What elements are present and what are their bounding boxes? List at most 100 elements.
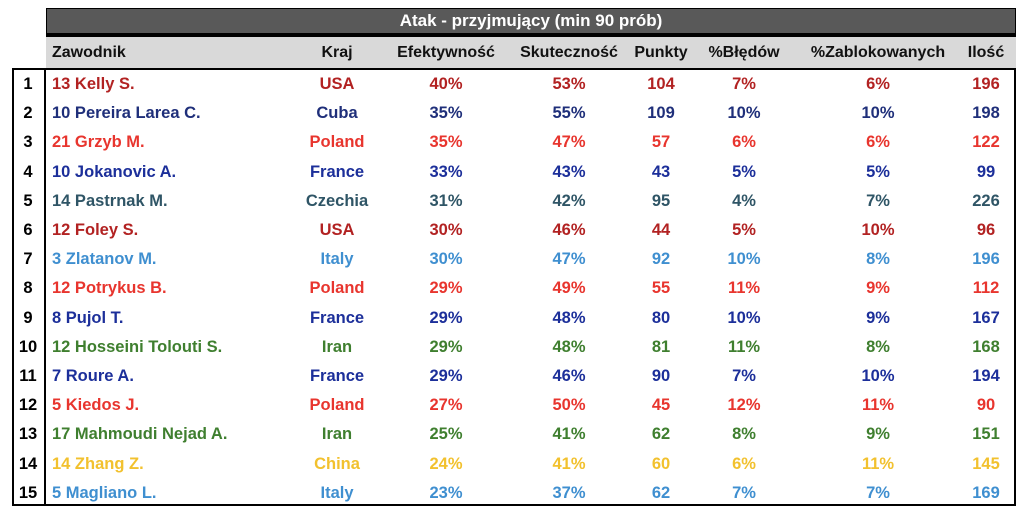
table-row: 14 14 Zhang Z. China 24% 41% 60 6% 11% 145 <box>12 450 1018 479</box>
cell-points: 44 <box>651 221 671 240</box>
cell-blocked: 10% <box>861 104 895 123</box>
cell-rank: 8 <box>23 279 33 298</box>
cell-count: 196 <box>972 250 1000 269</box>
cell-rank: 14 <box>18 454 38 473</box>
header-player: Zawodnik <box>52 43 126 61</box>
cell-points: 43 <box>651 162 671 181</box>
cell-errors: 12% <box>727 396 761 415</box>
cell-errors: 7% <box>732 367 756 386</box>
table-body-border <box>46 68 1016 506</box>
cell-effectiveness: 42% <box>552 191 586 210</box>
cell-effectiveness: 46% <box>552 367 586 386</box>
cell-errors: 5% <box>732 221 756 240</box>
table-row: 3 21 Grzyb M. Poland 35% 47% 57 6% 6% 122 <box>12 128 1018 157</box>
table-row: 12 5 Kiedos J. Poland 27% 50% 45 12% 11% 90 <box>12 391 1018 420</box>
cell-count: 198 <box>972 104 1000 123</box>
cell-efficiency: 27% <box>429 396 463 415</box>
cell-effectiveness: 41% <box>552 454 586 473</box>
cell-player: 12 Potrykus B. <box>52 279 167 298</box>
cell-country: Italy <box>320 483 354 502</box>
cell-effectiveness: 50% <box>552 396 586 415</box>
cell-country: France <box>309 367 365 386</box>
cell-efficiency: 23% <box>429 483 463 502</box>
cell-effectiveness: 47% <box>552 250 586 269</box>
cell-efficiency: 33% <box>429 162 463 181</box>
table-row: 7 3 Zlatanov M. Italy 30% 47% 92 10% 8% 196 <box>12 245 1018 274</box>
cell-errors: 11% <box>727 337 761 356</box>
table-row: 2 10 Pereira Larea C. Cuba 35% 55% 109 10% 10% 1… <box>12 99 1018 128</box>
cell-count: 196 <box>972 75 1000 94</box>
cell-count: 145 <box>972 454 1000 473</box>
rank-column-border <box>12 68 46 506</box>
stats-table: Atak - przyjmujący (min 90 prób) Zawodni… <box>12 8 1018 506</box>
cell-efficiency: 25% <box>429 425 463 444</box>
cell-count: 226 <box>972 191 1000 210</box>
cell-blocked: 7% <box>866 483 890 502</box>
cell-rank: 11 <box>19 367 37 386</box>
cell-efficiency: 24% <box>429 454 463 473</box>
cell-count: 167 <box>972 308 1000 327</box>
cell-blocked: 9% <box>866 279 890 298</box>
table-row: 6 12 Foley S. USA 30% 46% 44 5% 10% 96 <box>12 216 1018 245</box>
header-errors: %Błędów <box>708 43 780 61</box>
cell-player: 8 Pujol T. <box>52 308 124 327</box>
cell-errors: 6% <box>732 133 756 152</box>
cell-rank: 1 <box>23 75 33 94</box>
cell-effectiveness: 49% <box>552 279 586 298</box>
cell-country: Czechia <box>305 191 369 210</box>
cell-rank: 9 <box>23 308 33 327</box>
cell-points: 92 <box>651 250 671 269</box>
cell-country: Iran <box>321 425 353 444</box>
cell-player: 13 Kelly S. <box>52 75 135 94</box>
cell-rank: 10 <box>18 337 38 356</box>
cell-country: Iran <box>321 337 353 356</box>
cell-efficiency: 40% <box>429 75 463 94</box>
cell-player: 14 Zhang Z. <box>52 454 144 473</box>
cell-effectiveness: 46% <box>552 221 586 240</box>
cell-country: Cuba <box>316 104 358 123</box>
table-row: 4 10 Jokanovic A. France 33% 43% 43 5% 5% 99 <box>12 158 1018 187</box>
cell-rank: 15 <box>18 483 38 502</box>
cell-blocked: 8% <box>866 337 890 356</box>
table-row: 8 12 Potrykus B. Poland 29% 49% 55 11% 9% 112 <box>12 274 1018 303</box>
cell-country: Poland <box>309 133 365 152</box>
cell-errors: 11% <box>727 279 761 298</box>
cell-efficiency: 30% <box>429 221 463 240</box>
table-row: 13 17 Mahmoudi Nejad A. Iran 25% 41% 62 8% 9% 15… <box>12 420 1018 449</box>
cell-player: 17 Mahmoudi Nejad A. <box>52 425 228 444</box>
cell-points: 60 <box>651 454 671 473</box>
cell-errors: 4% <box>732 191 756 210</box>
cell-efficiency: 30% <box>429 250 463 269</box>
cell-efficiency: 29% <box>429 308 463 327</box>
cell-efficiency: 35% <box>429 104 463 123</box>
cell-efficiency: 29% <box>429 367 463 386</box>
cell-player: 5 Kiedos J. <box>52 396 140 415</box>
cell-rank: 13 <box>18 425 38 444</box>
cell-blocked: 6% <box>866 75 890 94</box>
cell-points: 109 <box>647 104 675 123</box>
cell-points: 57 <box>651 133 671 152</box>
header-efficiency: Efektywność <box>397 43 495 61</box>
cell-blocked: 9% <box>866 308 890 327</box>
cell-blocked: 8% <box>866 250 890 269</box>
cell-count: 194 <box>972 367 1000 386</box>
header-count: Ilość <box>967 43 1005 61</box>
cell-points: 45 <box>651 396 671 415</box>
table-row: 9 8 Pujol T. France 29% 48% 80 10% 9% 167 <box>12 304 1018 333</box>
cell-player: 10 Jokanovic A. <box>52 162 177 181</box>
cell-rank: 5 <box>23 191 33 210</box>
cell-player: 12 Foley S. <box>52 221 139 240</box>
cell-count: 96 <box>976 221 996 240</box>
cell-country: USA <box>319 75 355 94</box>
cell-points: 81 <box>651 337 671 356</box>
cell-errors: 5% <box>732 162 756 181</box>
cell-rank: 12 <box>18 396 38 415</box>
table-row: 11 7 Roure A. France 29% 46% 90 7% 10% 194 <box>12 362 1018 391</box>
cell-player: 21 Grzyb M. <box>52 133 145 152</box>
table-row: 10 12 Hosseini Tolouti S. Iran 29% 48% 81 11% 8… <box>12 333 1018 362</box>
cell-points: 55 <box>651 279 671 298</box>
cell-errors: 7% <box>732 75 756 94</box>
cell-count: 90 <box>976 396 996 415</box>
cell-blocked: 9% <box>866 425 890 444</box>
cell-efficiency: 29% <box>429 279 463 298</box>
